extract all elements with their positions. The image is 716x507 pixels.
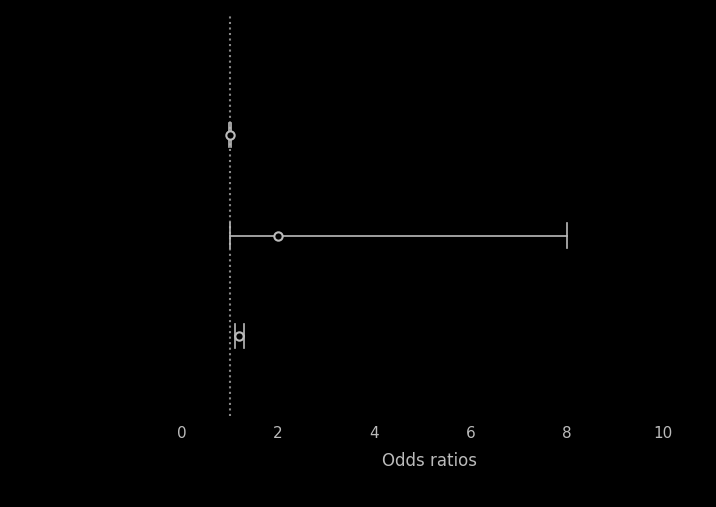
X-axis label: Odds ratios: Odds ratios: [382, 452, 477, 470]
